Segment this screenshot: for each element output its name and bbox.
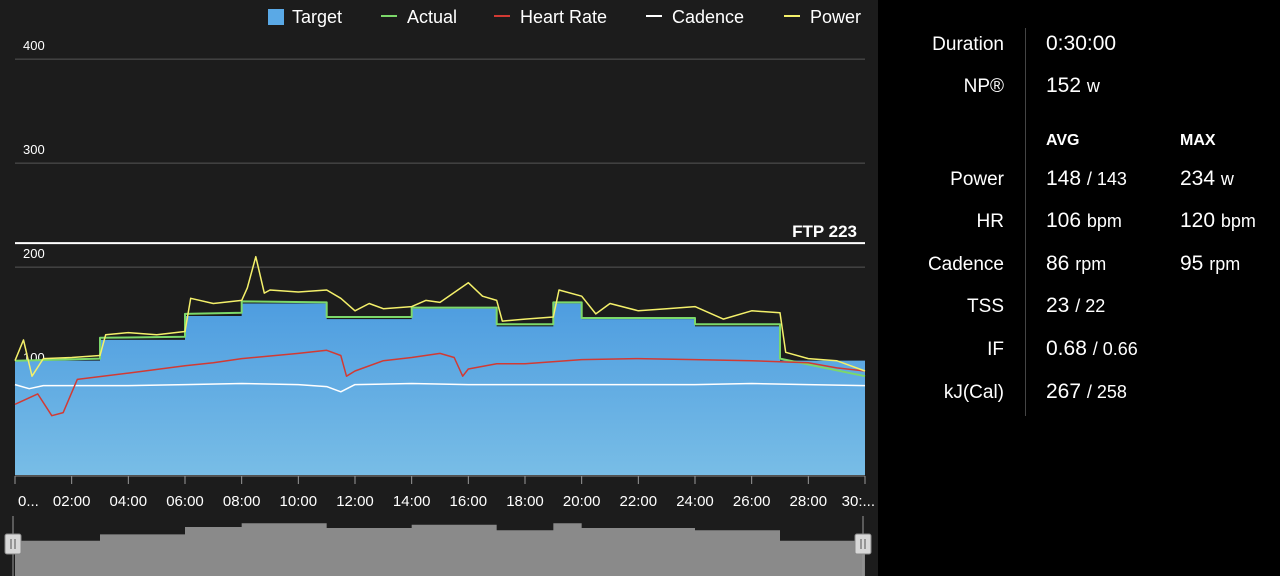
- y-tick-300: 300: [23, 142, 45, 157]
- legend-actual-label: Actual: [407, 7, 457, 27]
- stat-label-hr: HR: [976, 211, 1004, 232]
- workout-stats-panel: Duration 0:30:00 NP® 152 w AVG MAX Power…: [878, 0, 1280, 576]
- np-label: NP®: [963, 76, 1004, 97]
- avg-column-header: AVG: [1046, 132, 1080, 149]
- left-range-handle[interactable]: [4, 533, 22, 555]
- stat-label-tss: TSS: [967, 296, 1004, 317]
- left-range-handle-grip[interactable]: [4, 533, 22, 555]
- y-tick-400: 400: [23, 38, 45, 53]
- x-tick-label: 28:00: [790, 493, 828, 510]
- stat-label-power: Power: [950, 169, 1004, 190]
- x-tick-label: 0...: [18, 493, 39, 510]
- right-range-handle[interactable]: [854, 533, 872, 555]
- navigator-target-profile: [15, 523, 865, 576]
- stat-avg-if: 0.68 / 0.66: [1046, 337, 1138, 360]
- heart-rate-line: [14, 349, 866, 417]
- stat-avg-hr: 106 bpm: [1046, 209, 1122, 232]
- stat-max-cadence: 95 rpm: [1180, 252, 1241, 275]
- np-unit: w: [1086, 76, 1100, 96]
- x-tick-label: 20:00: [563, 493, 601, 510]
- stat-avg-cadence: 86 rpm: [1046, 252, 1107, 275]
- target-area: [15, 303, 865, 475]
- x-tick-label: 14:00: [393, 493, 431, 510]
- legend-heart-rate-label: Heart Rate: [520, 7, 607, 27]
- legend-cadence-label: Cadence: [672, 7, 744, 27]
- duration-label: Duration: [932, 34, 1004, 55]
- stat-avg-tss: 23 / 22: [1046, 294, 1106, 317]
- x-tick-label: 04:00: [110, 493, 148, 510]
- x-tick-label: 12:00: [336, 493, 374, 510]
- ftp-label: FTP 223: [792, 222, 857, 241]
- stat-label-cadence: Cadence: [927, 254, 1004, 275]
- x-tick-label: 30:...: [842, 493, 875, 510]
- x-tick-label: 06:00: [166, 493, 204, 510]
- max-column-header: MAX: [1180, 132, 1216, 149]
- right-range-handle-grip[interactable]: [854, 533, 872, 555]
- x-tick-label: 16:00: [450, 493, 488, 510]
- x-tick-label: 18:00: [506, 493, 544, 510]
- x-tick-label: 10:00: [280, 493, 318, 510]
- stat-max-hr: 120 bpm: [1180, 209, 1256, 232]
- stats-divider: [1025, 28, 1026, 416]
- power-line: [14, 255, 866, 377]
- np-value: 152 w: [1046, 74, 1100, 98]
- stat-label-kjcal: kJ(Cal): [943, 382, 1004, 403]
- workout-chart-panel: Target Actual Heart Rate Cadence Power 400 300…: [0, 0, 878, 576]
- x-tick-label: 24:00: [676, 493, 714, 510]
- stat-label-if: IF: [987, 339, 1004, 360]
- legend-power-label: Power: [810, 7, 861, 27]
- x-tick-label: 26:00: [733, 493, 771, 510]
- stat-avg-power: 148 / 143: [1046, 167, 1127, 190]
- np-number: 152: [1046, 74, 1082, 97]
- legend-target-label: Target: [292, 7, 342, 27]
- y-tick-200: 200: [23, 246, 45, 261]
- workout-chart: Target Actual Heart Rate Cadence Power 400 300…: [4, 7, 875, 576]
- legend-target-swatch: [268, 9, 284, 25]
- actual-power-line: [14, 300, 866, 378]
- x-tick-label: 22:00: [620, 493, 658, 510]
- duration-value: 0:30:00: [1046, 32, 1117, 55]
- stat-max-power: 234 w: [1180, 167, 1234, 190]
- x-tick-label: 08:00: [223, 493, 261, 510]
- cadence-line: [14, 382, 866, 393]
- x-tick-label: 02:00: [53, 493, 91, 510]
- stat-avg-kjcal: 267 / 258: [1046, 380, 1127, 403]
